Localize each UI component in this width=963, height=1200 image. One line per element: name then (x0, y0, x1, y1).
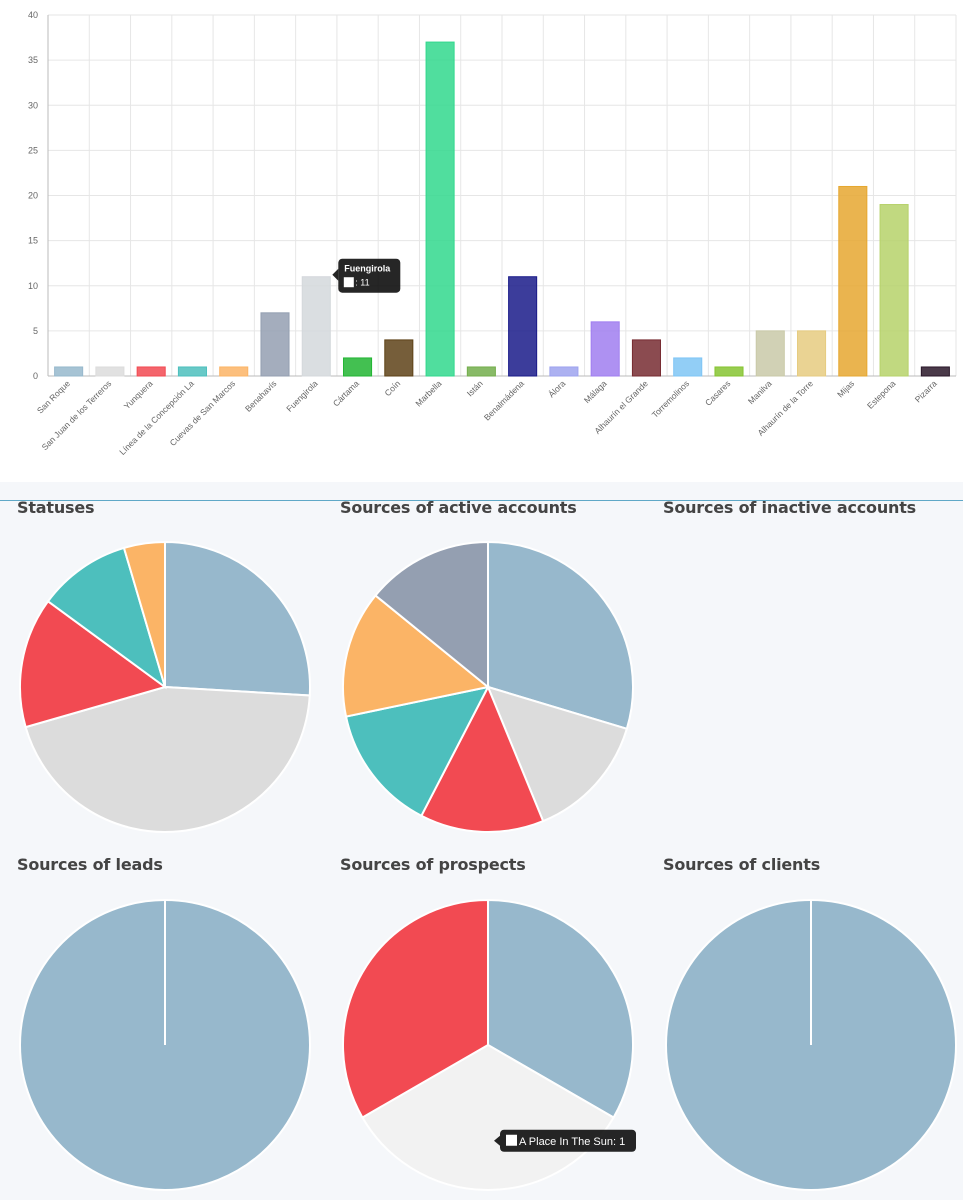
y-tick-label: 5 (33, 326, 38, 336)
bar-san-roque[interactable] (54, 366, 84, 377)
x-tick-label: Estepona (865, 378, 898, 411)
pie-slice[interactable] (419, 684, 545, 833)
pie-slice[interactable] (122, 540, 166, 688)
bar-coin[interactable] (384, 339, 414, 377)
tooltip-swatch (506, 1134, 517, 1146)
y-tick-label: 0 (33, 371, 38, 381)
pie-title-clients: Sources of clients (663, 855, 821, 874)
x-tick-label: Manilva (746, 378, 774, 406)
bar-linea-de-la-concepcion-la[interactable] (177, 366, 207, 377)
tooltip-title: Fuengirola (344, 264, 391, 274)
pie-title-inactive-accounts: Sources of inactive accounts (663, 498, 917, 517)
bar-alora[interactable] (549, 366, 579, 377)
x-tick-label: San Roque (35, 378, 72, 415)
pie-tooltip: A Place In The Sun: 1 (494, 1129, 636, 1152)
y-tick-label: 35 (28, 55, 38, 65)
pie-slice[interactable] (374, 540, 489, 690)
bar-benahavis[interactable] (260, 312, 290, 377)
bar-malaga[interactable] (590, 321, 620, 377)
pie-slice[interactable] (342, 594, 491, 718)
x-tick-label: Benahavís (243, 378, 278, 413)
pie-slice[interactable] (487, 540, 634, 731)
x-tick-label: Istán (465, 378, 485, 398)
pie-chart-active-accounts (342, 540, 634, 833)
pie-title-prospects: Sources of prospects (340, 855, 526, 874)
pie-title-active-accounts: Sources of active accounts (340, 498, 577, 517)
x-tick-label: Casares (703, 378, 732, 407)
bar-estepona[interactable] (879, 204, 909, 377)
pie-slice[interactable] (486, 685, 629, 823)
y-tick-label: 30 (28, 100, 38, 110)
x-tick-label: Línea de la Concepción La (117, 378, 196, 457)
x-tick-label: Álora (546, 378, 567, 399)
bar-san-juan-de-los-terreros[interactable] (95, 366, 125, 377)
bar-cartama[interactable] (343, 357, 373, 377)
pie-chart-inactive-accounts (661, 537, 961, 837)
x-tick-label: Fuengirola (284, 378, 320, 414)
x-tick-label: San Juan de los Terreros (40, 378, 114, 452)
y-tick-label: 15 (28, 236, 38, 246)
x-tick-label: Coín (382, 378, 402, 398)
bar-benalmadena[interactable] (508, 276, 538, 377)
bar-tooltip: Fuengirola : 11 (332, 258, 401, 293)
x-tick-label: Cártama (331, 378, 361, 408)
bar-alhaurin-el-grande[interactable] (631, 339, 661, 377)
bar-chart-panel: 0 5 10 15 20 25 30 35 40 San Roque San Juan de los… (0, 0, 963, 482)
bar-fuengirola[interactable] (301, 276, 331, 377)
pie-chart-leads (19, 899, 311, 1191)
x-tick-label: Marbella (413, 378, 443, 408)
pie-title-statuses: Statuses (17, 498, 95, 517)
bar-yunquera[interactable] (136, 366, 166, 377)
y-tick-label: 20 (28, 191, 38, 201)
tooltip-value: A Place In The Sun: 1 (519, 1136, 625, 1148)
x-tick-label: Mijas (835, 378, 856, 399)
y-tick-label: 40 (28, 10, 38, 20)
x-tick-label: Benalmádena (482, 378, 526, 422)
y-tick-label: 25 (28, 145, 38, 155)
tooltip-swatch (343, 277, 354, 288)
bar-alhaurin-de-la-torre[interactable] (797, 330, 827, 377)
x-tick-label: Málaga (582, 378, 609, 405)
x-tick-label: Torremolinos (650, 378, 691, 419)
bar-mijas[interactable] (838, 185, 868, 377)
bar-istan[interactable] (466, 366, 496, 377)
tooltip-value: : 11 (355, 278, 369, 288)
bar-cuevas-de-san-marcos[interactable] (219, 366, 249, 377)
pie-slice[interactable] (164, 540, 311, 697)
pie-title-leads: Sources of leads (17, 855, 163, 874)
pie-slice[interactable] (46, 546, 167, 690)
pie-slice[interactable] (342, 898, 489, 1119)
bar-marbella[interactable] (425, 41, 455, 377)
bar-pizarra[interactable] (920, 366, 950, 377)
bar-torremolinos[interactable] (673, 357, 703, 377)
bar-manilva[interactable] (755, 330, 785, 377)
pie-slice[interactable] (344, 685, 490, 818)
x-tick-label: Pizarra (913, 378, 939, 404)
pie-slice[interactable] (487, 898, 634, 1119)
pie-slice[interactable] (19, 599, 168, 729)
pie-chart-clients (665, 899, 957, 1191)
y-tick-label: 10 (28, 281, 38, 291)
pie-chart-prospects: A Place In The Sun: 1 (342, 898, 636, 1191)
x-tick-label: Yunquera (122, 378, 155, 411)
bar-casares[interactable] (714, 366, 744, 377)
section-divider (0, 500, 963, 501)
pie-slice[interactable] (24, 685, 311, 833)
pie-chart-statuses (19, 540, 311, 833)
